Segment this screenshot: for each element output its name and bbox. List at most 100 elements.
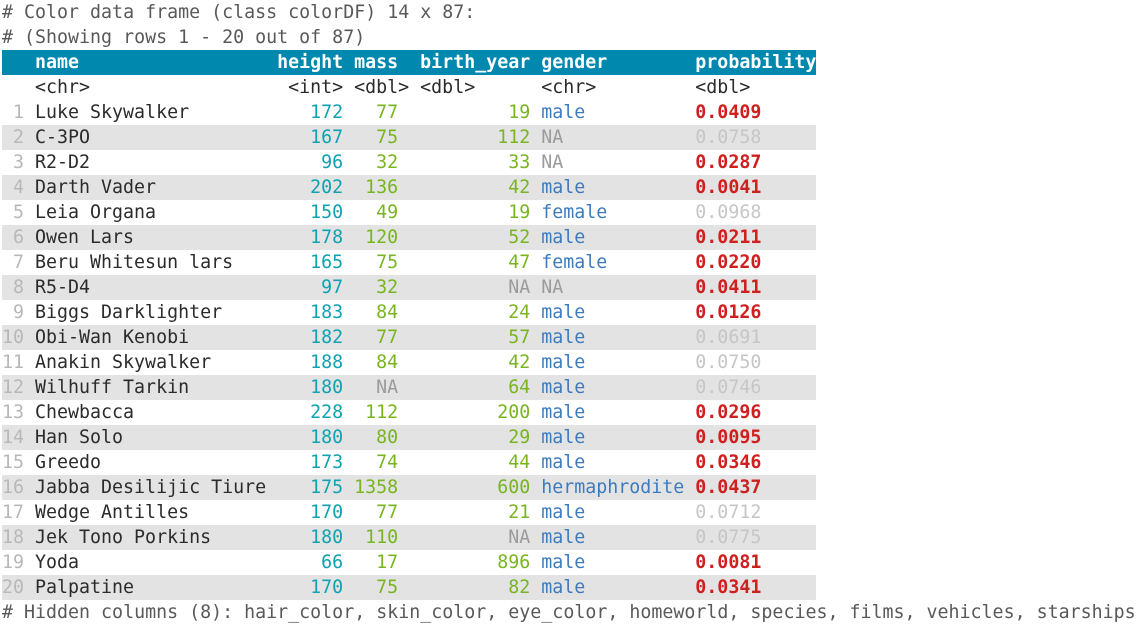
- height-cell: 96: [321, 152, 344, 173]
- height-cell: 180: [310, 527, 344, 548]
- probability-cell: 0.0041: [695, 177, 762, 198]
- row-number-cell: 19: [2, 552, 25, 573]
- name-cell: Leia Organa: [35, 202, 157, 223]
- table-row: 17 Wedge Antilles 170 77 21 male 0.0712: [2, 500, 816, 525]
- gender-cell: male: [541, 427, 586, 448]
- name-cell: Anakin Skywalker: [35, 352, 212, 373]
- height-cell: 167: [310, 127, 344, 148]
- type-cell-name: <chr>: [35, 77, 91, 98]
- probability-cell: 0.0775: [695, 527, 762, 548]
- probability-cell: 0.0126: [695, 302, 762, 323]
- height-cell: 180: [310, 427, 344, 448]
- gender-cell: male: [541, 327, 586, 348]
- table-row: 18 Jek Tono Porkins 180 110 NA male 0.0775: [2, 525, 817, 550]
- name-cell: Obi-Wan Kenobi: [35, 327, 190, 348]
- mass-cell: 49: [376, 202, 399, 223]
- name-cell: R2-D2: [35, 152, 91, 173]
- type-cell-height: <int>: [288, 77, 344, 98]
- row-number-cell: 3: [12, 152, 24, 173]
- gender-cell: NA: [541, 127, 564, 148]
- mass-cell: 84: [376, 302, 399, 323]
- type-cell-mass: <dbl>: [354, 77, 410, 98]
- row-number-cell: 13: [2, 402, 25, 423]
- name-cell: Palpatine: [35, 577, 135, 598]
- name-cell: Darth Vader: [35, 177, 157, 198]
- console-line-showing-rows: # (Showing rows 1 - 20 out of 87): [2, 27, 366, 48]
- mass-cell: 77: [376, 102, 399, 123]
- table-row: 6 Owen Lars 178 120 52 male 0.0211: [2, 225, 817, 250]
- probability-cell: 0.0712: [695, 502, 762, 523]
- mass-cell: 120: [365, 227, 399, 248]
- mass-cell: 110: [365, 527, 399, 548]
- birth-year-cell: 29: [508, 427, 531, 448]
- height-cell: 97: [321, 277, 344, 298]
- row-number-cell: 10: [2, 327, 25, 348]
- gender-cell: male: [541, 552, 586, 573]
- probability-cell: 0.0211: [695, 227, 762, 248]
- birth-year-cell: 200: [497, 402, 531, 423]
- gender-cell: male: [541, 102, 586, 123]
- gender-cell: male: [541, 227, 586, 248]
- probability-cell: 0.0411: [695, 277, 762, 298]
- header-cell-rownum: [2, 50, 24, 75]
- gender-cell: female: [541, 202, 608, 223]
- table-row: 7 Beru Whitesun lars 165 75 47 female 0.0220: [2, 250, 816, 275]
- birth-year-cell: 896: [497, 552, 531, 573]
- height-cell: 178: [310, 227, 344, 248]
- height-cell: 66: [321, 552, 344, 573]
- name-cell: Jabba Desilijic Tiure: [35, 477, 267, 498]
- mass-cell: 75: [376, 252, 399, 273]
- name-cell: Jek Tono Porkins: [35, 527, 212, 548]
- gender-cell: male: [541, 577, 586, 598]
- birth-year-cell: 57: [508, 327, 531, 348]
- table-type-row: <chr> <int> <dbl> <dbl> <chr> <dbl>: [2, 75, 816, 100]
- mass-cell: 32: [376, 277, 399, 298]
- table-row: 14 Han Solo 180 80 29 male 0.0095: [2, 425, 817, 450]
- birth-year-cell: 42: [508, 352, 531, 373]
- probability-cell: 0.0081: [695, 552, 762, 573]
- probability-cell: 0.0296: [695, 402, 762, 423]
- row-number-cell: 5: [12, 202, 24, 223]
- mass-cell: 32: [376, 152, 399, 173]
- height-cell: 172: [310, 102, 344, 123]
- data-frame-table: name height mass birth_year gender proba…: [2, 50, 1142, 600]
- row-number-cell: 11: [2, 352, 25, 373]
- row-number-cell: 8: [12, 277, 24, 298]
- gender-cell: NA: [541, 277, 564, 298]
- probability-cell: 0.0287: [695, 152, 762, 173]
- name-cell: Yoda: [35, 552, 80, 573]
- name-cell: Biggs Darklighter: [35, 302, 223, 323]
- table-row: 1 Luke Skywalker 172 77 19 male 0.0409: [2, 100, 816, 125]
- birth-year-cell: 19: [508, 202, 531, 223]
- name-cell: Chewbacca: [35, 402, 135, 423]
- row-number-cell: 2: [12, 127, 24, 148]
- mass-cell: 77: [376, 502, 399, 523]
- birth-year-cell: NA: [508, 277, 531, 298]
- row-number-cell: 20: [2, 577, 25, 598]
- table-body: 1 Luke Skywalker 172 77 19 male 0.0409 2 C-3PO 16…: [2, 100, 1142, 600]
- name-cell: R5-D4: [35, 277, 91, 298]
- mass-cell: 17: [376, 552, 399, 573]
- row-number-cell: 6: [12, 227, 24, 248]
- birth-year-cell: 64: [508, 377, 531, 398]
- table-row: 8 R5-D4 97 32 NA NA 0.0411: [2, 275, 817, 300]
- birth-year-cell: 19: [508, 102, 531, 123]
- probability-cell: 0.0095: [695, 427, 762, 448]
- gender-cell: male: [541, 177, 586, 198]
- row-number-cell: 9: [12, 302, 24, 323]
- birth-year-cell: 44: [508, 452, 531, 473]
- height-cell: 180: [310, 377, 344, 398]
- name-cell: Wedge Antilles: [35, 502, 190, 523]
- height-cell: 183: [310, 302, 344, 323]
- table-row: 19 Yoda 66 17 896 male 0.0081: [2, 550, 816, 575]
- height-cell: 170: [310, 502, 344, 523]
- probability-cell: 0.0437: [695, 477, 762, 498]
- console-line-hidden-columns: # Hidden columns (8): hair_color, skin_c…: [2, 602, 1136, 623]
- gender-cell: male: [541, 352, 586, 373]
- gender-cell: male: [541, 527, 586, 548]
- height-cell: 175: [310, 477, 344, 498]
- mass-cell: 75: [376, 127, 399, 148]
- table-row: 12 Wilhuff Tarkin 180 NA 64 male 0.0746: [2, 375, 817, 400]
- birth-year-cell: 47: [508, 252, 531, 273]
